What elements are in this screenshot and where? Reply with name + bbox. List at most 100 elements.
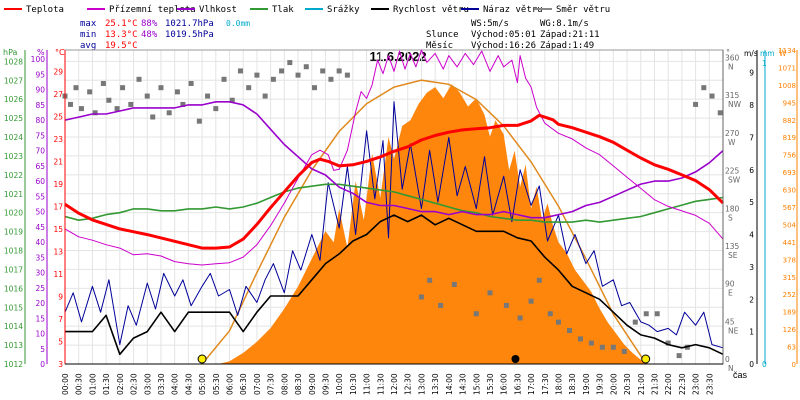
wind-axis-label: m/s <box>744 49 758 58</box>
wind-direction-point <box>556 319 561 325</box>
x-tick-label: 04:00 <box>171 373 180 395</box>
wind-gust-info: WG:8.1m/s <box>540 19 589 29</box>
sun-set: Západ:21:11 <box>540 30 600 40</box>
series-line-n-raz-v-tru <box>64 101 724 349</box>
pct-tick-label: 15 <box>35 314 45 323</box>
hpa-tick-label: 1024 <box>4 133 23 142</box>
stat-max-temp: 25.1°C <box>105 19 138 29</box>
pct-tick-label: 45 <box>35 223 45 232</box>
x-tick-label: 21:30 <box>650 373 659 395</box>
wind-direction-point <box>654 311 660 317</box>
x-tick-label: 07:30 <box>267 373 276 395</box>
celsius-tick-label: 29 <box>53 67 63 76</box>
wind-direction-point <box>676 353 682 359</box>
stats-header: max 25.1°C 88% 1021.7hPa 0.0mm min 13.3°… <box>80 19 600 51</box>
x-tick-label: 18:00 <box>555 373 564 395</box>
x-tick-label: 06:00 <box>226 373 235 395</box>
pct-tick-label: 50 <box>35 208 45 217</box>
wind-direction-point <box>106 97 112 103</box>
marker-layer <box>197 354 651 364</box>
direction-tick-label: 90 <box>725 280 735 289</box>
wind-direction-point <box>295 72 301 78</box>
wind-direction-point <box>205 93 211 99</box>
series-line-tlak <box>64 183 724 223</box>
hpa-tick-label: 1026 <box>4 95 23 104</box>
stat-avg-temp: 19.5°C <box>105 41 138 51</box>
wind-direction-point <box>701 85 707 91</box>
precip-tick-label: 0 <box>762 360 767 369</box>
solar-tick-label: 252 <box>783 291 796 299</box>
pct-tick-label: 40 <box>35 238 45 247</box>
x-tick-label: 00:30 <box>75 373 84 395</box>
moon-label: Měsíc <box>426 41 453 51</box>
wind-direction-layer <box>62 60 723 359</box>
axes-layer: hPa1012101310141015101610171018101910201… <box>3 47 798 395</box>
moon-rise: Východ:16:26 <box>471 41 536 51</box>
wind-direction-point <box>547 311 553 317</box>
wind-direction-point <box>577 336 583 342</box>
wind-tick-label: 7 <box>749 133 754 142</box>
x-tick-label: 23:00 <box>692 373 701 395</box>
pct-tick-label: 80 <box>35 116 45 125</box>
solar-tick-label: 126 <box>783 326 797 334</box>
x-tick-label: 16:30 <box>513 373 522 395</box>
x-tick-label: 13:30 <box>431 373 440 395</box>
stat-min-label: min <box>80 30 96 40</box>
wind-direction-point <box>100 80 106 86</box>
pct-axis-label: % <box>37 48 45 57</box>
x-tick-label: 17:00 <box>527 373 536 395</box>
wind-direction-point <box>320 68 326 74</box>
solar-tick-label: 1008 <box>778 82 796 90</box>
x-tick-label: 15:30 <box>486 373 495 395</box>
celsius-tick-label: 27 <box>53 90 63 99</box>
wind-tick-label: 0 <box>749 360 754 369</box>
direction-tick-name: N <box>728 63 734 72</box>
solar-axis-label: W <box>779 49 787 58</box>
x-tick-label: 14:30 <box>459 373 468 395</box>
wind-direction-point <box>196 118 202 124</box>
direction-tick-label: 315 <box>725 91 740 100</box>
pct-tick-label: 30 <box>35 269 45 278</box>
stat-avg-label: avg <box>80 41 96 51</box>
solar-tick-label: 1071 <box>778 64 796 72</box>
solar-tick-label: 567 <box>783 204 796 212</box>
wind-direction-point <box>709 93 715 99</box>
hpa-tick-label: 1019 <box>4 228 23 237</box>
x-tick-label: 02:00 <box>116 373 125 395</box>
celsius-tick-label: 5 <box>58 337 63 346</box>
x-tick-label: 01:00 <box>88 373 97 395</box>
direction-tick-name: SW <box>728 176 741 185</box>
hpa-tick-label: 1017 <box>4 265 23 274</box>
x-tick-label: 22:00 <box>664 373 673 395</box>
direction-tick-name: E <box>728 289 733 298</box>
direction-tick-name: NW <box>728 100 742 109</box>
pct-tick-label: 25 <box>35 284 45 293</box>
time-axis-label: čas <box>733 370 748 380</box>
direction-tick-label: 360 <box>725 54 740 63</box>
precip-axis-label: mm <box>760 49 775 58</box>
stat-max-label: max <box>80 19 97 29</box>
direction-tick-name: SE <box>728 251 738 260</box>
wind-direction-point <box>73 85 79 91</box>
wind-direction-point <box>427 277 433 283</box>
wind-direction-point <box>287 60 293 66</box>
legend-label: Směr větru <box>556 5 610 15</box>
celsius-tick-label: 15 <box>53 225 63 234</box>
legend-label: Srážky <box>327 5 360 15</box>
wind-tick-label: 3 <box>749 263 754 272</box>
x-tick-label: 10:30 <box>349 373 358 395</box>
wind-tick-label: 5 <box>749 198 754 207</box>
x-tick-label: 07:00 <box>253 373 262 395</box>
theoretical-solar-line <box>201 79 647 365</box>
x-tick-label: 13:00 <box>417 373 426 395</box>
celsius-tick-label: 11 <box>53 270 63 279</box>
legend-label: Vlhkost <box>199 5 237 15</box>
wind-direction-point <box>487 290 493 296</box>
moon-set: Západ:1:49 <box>540 41 594 51</box>
wind-tick-label: 9 <box>749 69 754 78</box>
solar-tick-label: 630 <box>783 187 796 195</box>
x-tick-label: 21:00 <box>637 373 646 395</box>
sun-rise: Východ:05:01 <box>471 30 536 40</box>
wind-direction-point <box>213 106 219 112</box>
hpa-tick-label: 1015 <box>4 303 23 312</box>
